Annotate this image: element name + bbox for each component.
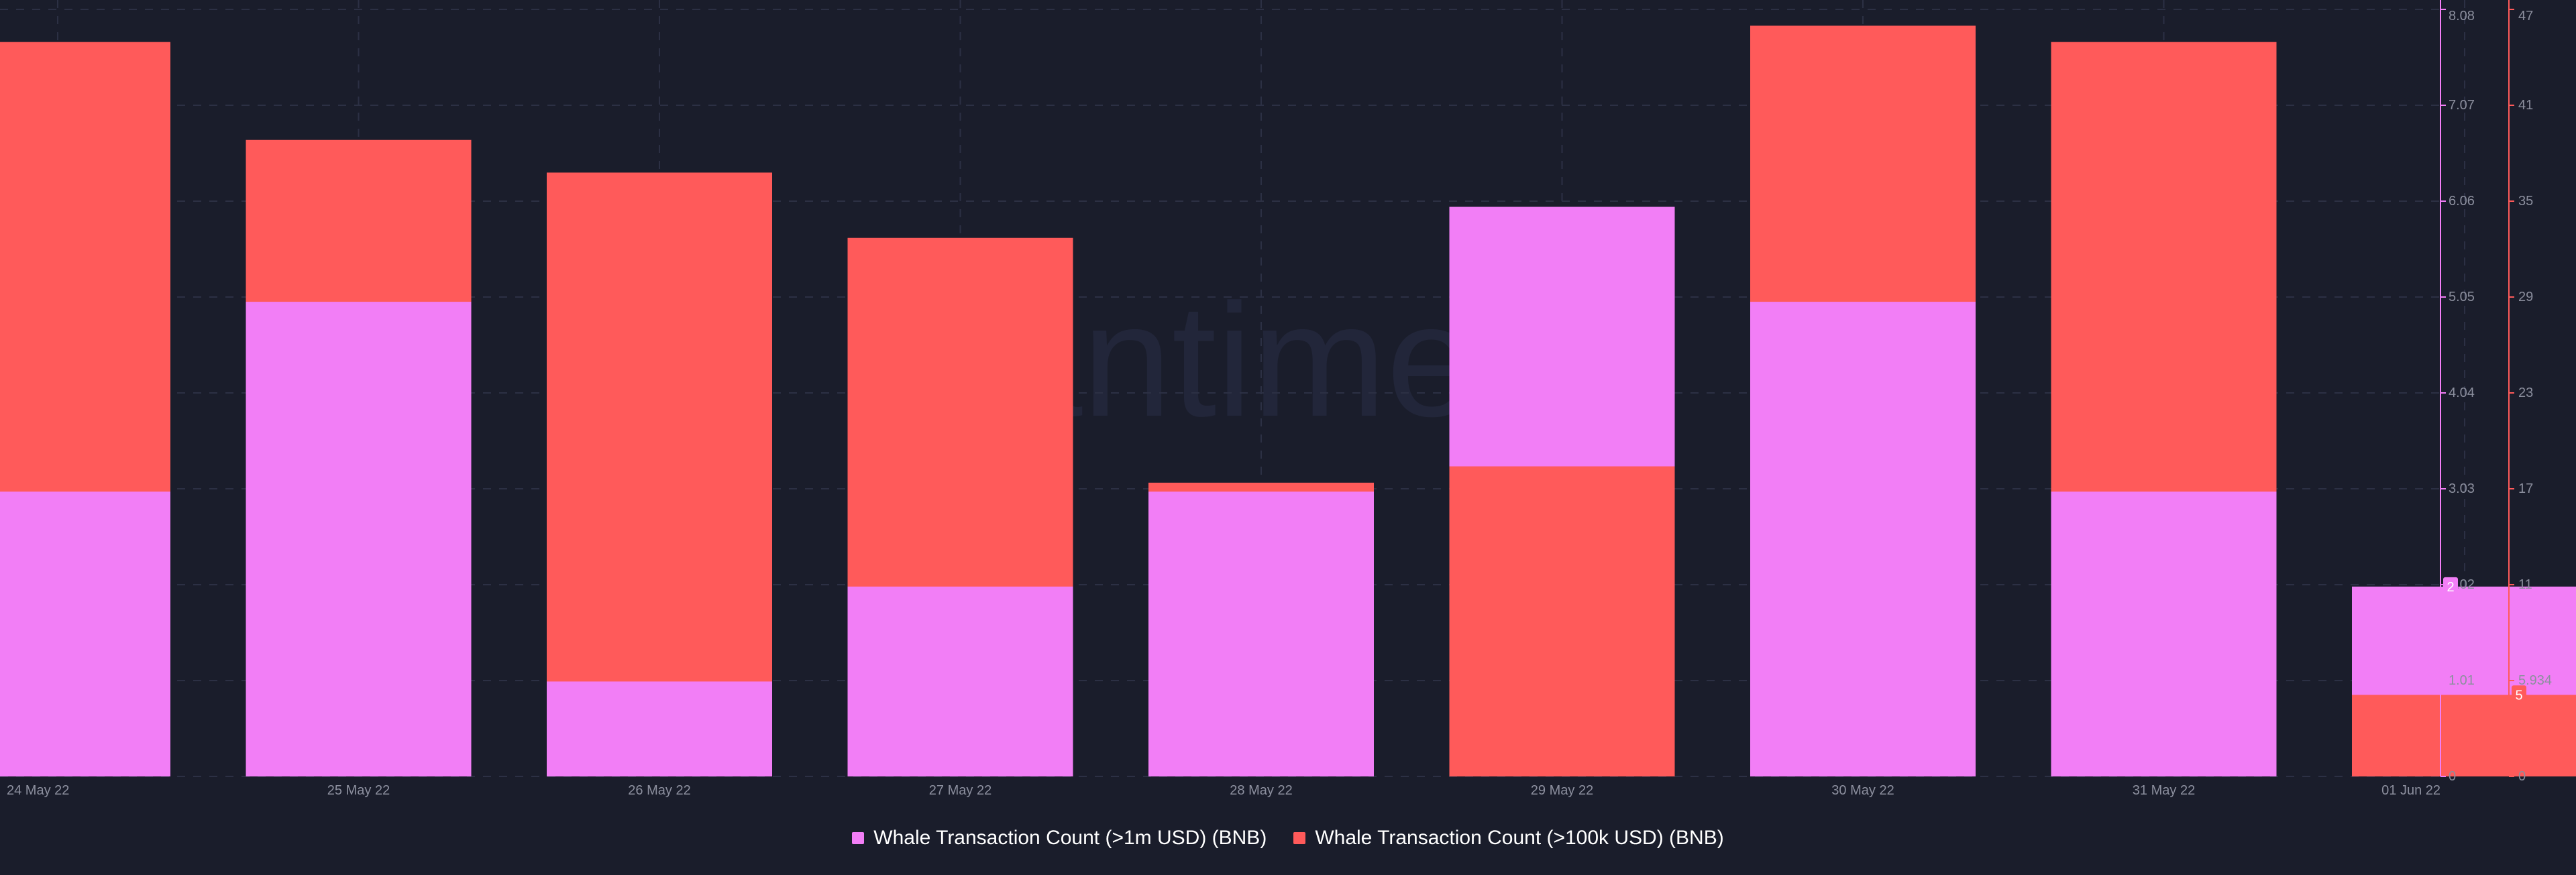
left-axis-tick-label: 8.08 [2449,9,2475,23]
bar-1m [1750,302,1976,776]
x-tick-label: 25 May 22 [327,783,390,798]
x-tick-label: 27 May 22 [929,783,991,798]
left-axis-current-marker [2443,577,2458,595]
right-axis-current-label: 5 [2515,688,2522,703]
bar-100k [1449,466,1675,776]
bars [0,25,2576,777]
x-tick-label: 31 May 22 [2133,783,2195,798]
x-tick-label: 24 May 22 [7,783,69,798]
bar-1m [246,302,472,776]
x-tick-label: 29 May 22 [1531,783,1593,798]
x-tick-label: 01 Jun 22 [2381,783,2440,798]
right-axis-tick-label: 41 [2518,98,2533,113]
right-axis-tick-label: 17 [2518,481,2533,496]
bar-100k [547,172,772,776]
right-axis-tick-label: 35 [2518,194,2533,209]
legend-label-1m: Whale Transaction Count (>1m USD) (BNB) [873,827,1267,849]
right-axis-tick-label: 0 [2518,769,2526,784]
legend: Whale Transaction Count (>1m USD) (BNB) … [0,823,2576,853]
left-axis-tick-label: 5.05 [2449,290,2475,304]
left-axis-tick-label: 0 [2449,769,2456,784]
right-axis-tick-label: 5.934 [2518,673,2552,688]
right-axis-tick-label: 23 [2518,386,2533,400]
left-axis-tick-label: 7.07 [2449,98,2475,113]
right-axis-tick-label: 47 [2518,9,2533,23]
bar-100k [2352,695,2576,776]
axes: 24 May 22 25 May 22 26 May 22 27 May 22 28 M… [7,0,2552,798]
x-tick-label: 28 May 22 [1230,783,1292,798]
left-axis-current-label: 2 [2447,580,2454,595]
legend-item-100k[interactable]: Whale Transaction Count (>100k USD) (BNB… [1293,827,1724,850]
legend-label-100k: Whale Transaction Count (>100k USD) (BNB… [1315,827,1724,849]
left-axis-tick-label: 1.01 [2449,673,2475,688]
left-axis-tick-label: 4.04 [2449,386,2475,400]
legend-swatch-100k [1293,832,1306,844]
x-tick-label: 30 May 22 [1831,783,1894,798]
right-axis-tick-label: 11 [2518,577,2532,592]
left-axis-tick-label: 6.06 [2449,194,2475,209]
right-axis-tick-label: 29 [2518,290,2533,304]
legend-item-1m[interactable]: Whale Transaction Count (>1m USD) (BNB) [852,827,1267,850]
right-axis-current-marker [2512,685,2526,703]
bar-1m [547,681,772,776]
bar-1m [1148,491,1374,776]
bar-1m [2051,491,2277,776]
bar-1m [847,586,1073,776]
legend-swatch-1m [852,832,865,844]
bar-1m [0,491,170,776]
left-axis-tick-label: 3.03 [2449,481,2475,496]
x-tick-label: 26 May 22 [628,783,690,798]
